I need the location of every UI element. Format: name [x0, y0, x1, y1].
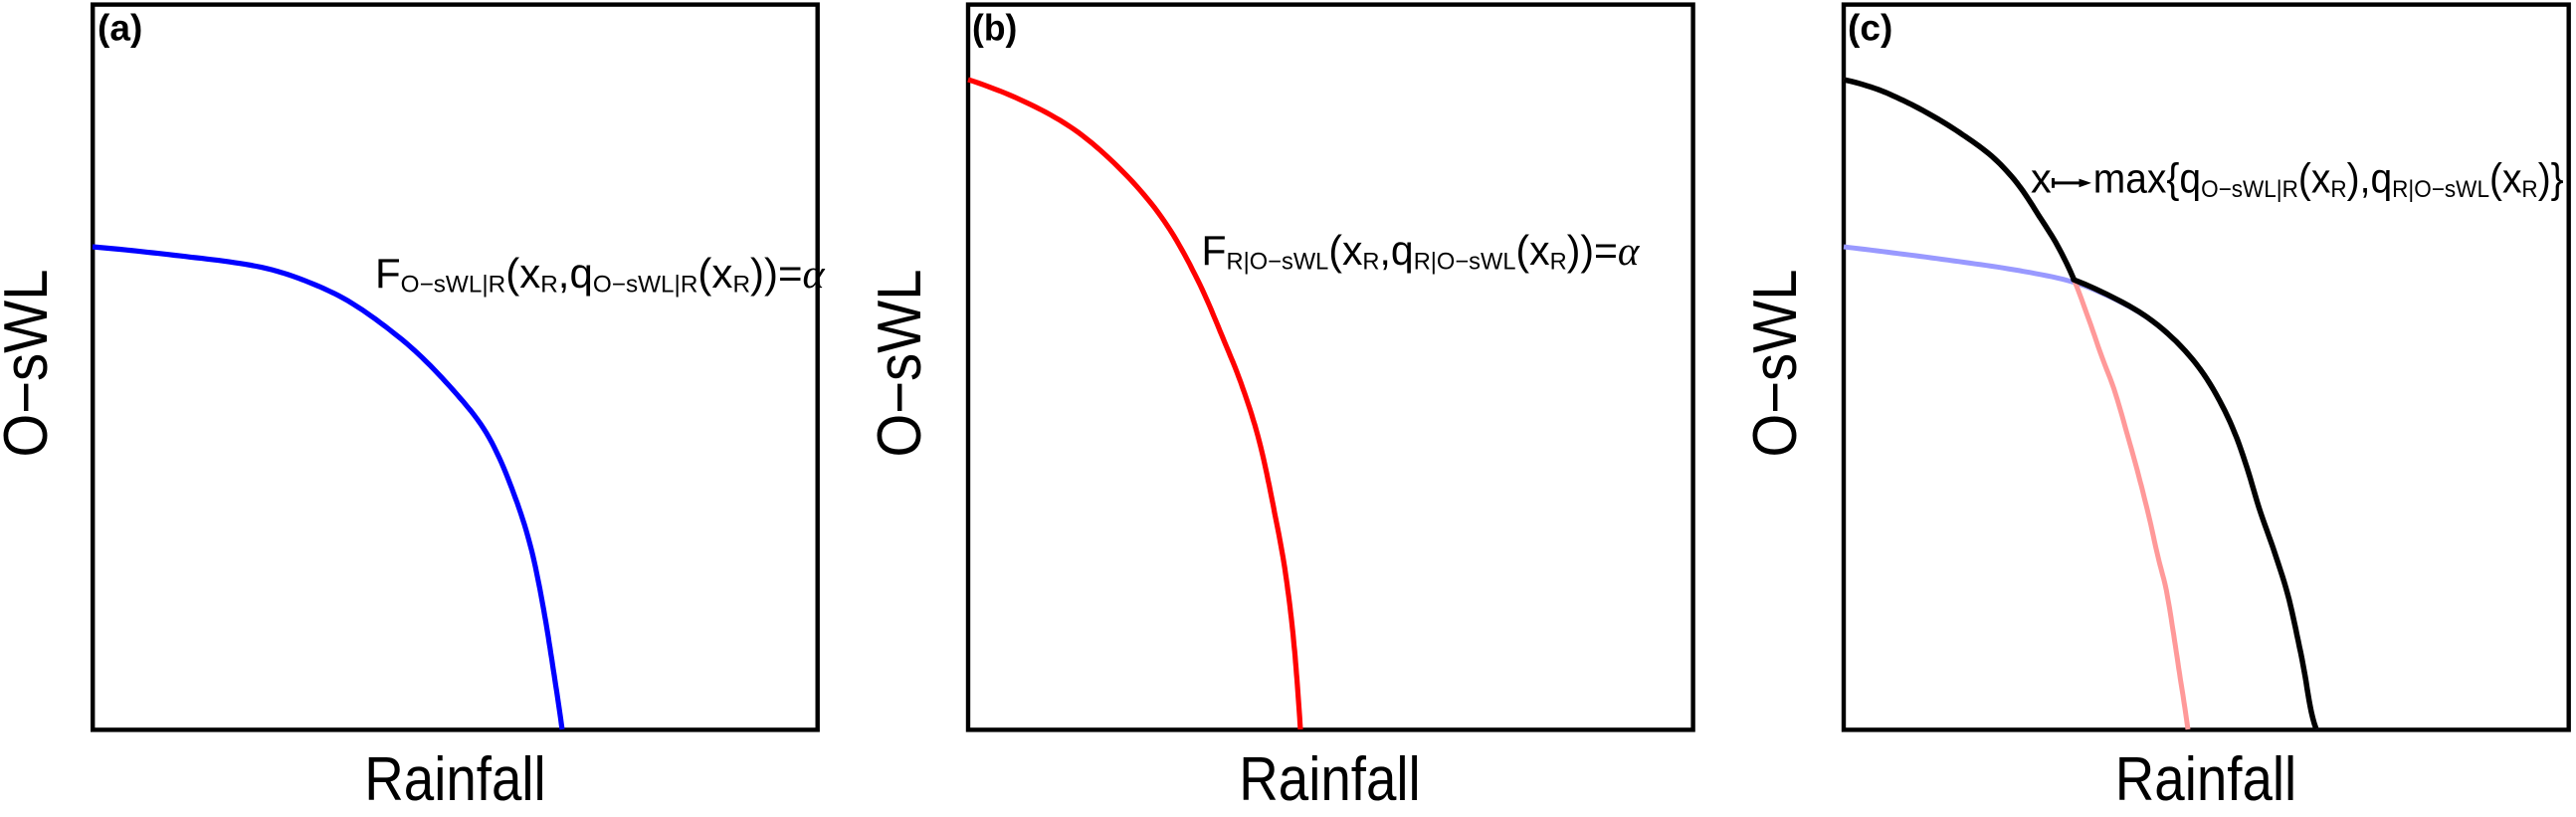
svg-text:(a): (a) — [98, 8, 142, 49]
svg-text:O−sWL: O−sWL — [0, 270, 61, 458]
svg-text:O−sWL: O−sWL — [1740, 270, 1810, 458]
svg-text:(c): (c) — [1848, 8, 1892, 49]
svg-text:Rainfall: Rainfall — [364, 745, 545, 812]
svg-text:(b): (b) — [972, 8, 1017, 49]
svg-text:Rainfall: Rainfall — [1239, 745, 1420, 812]
svg-text:max{qO−sWL|R(xR),qR|O−sWL(xR)}: max{qO−sWL|R(xR),qR|O−sWL(xR)} — [2093, 155, 2564, 202]
svg-text:O−sWL: O−sWL — [865, 270, 934, 458]
svg-text:Rainfall: Rainfall — [2115, 745, 2296, 812]
svg-text:x: x — [2031, 155, 2052, 202]
